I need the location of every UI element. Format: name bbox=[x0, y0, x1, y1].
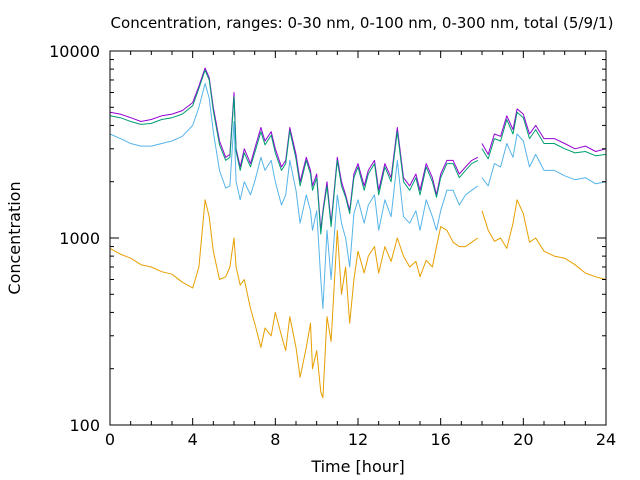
x-axis-title: Time [hour] bbox=[310, 457, 404, 476]
x-tick-label: 24 bbox=[596, 430, 616, 449]
series-line-1 bbox=[109, 67, 607, 231]
x-tick-label: 0 bbox=[105, 430, 115, 449]
chart-title: Concentration, ranges: 0-30 nm, 0-100 nm… bbox=[111, 14, 614, 32]
series-line-2 bbox=[109, 69, 607, 235]
x-tick-label: 12 bbox=[348, 430, 368, 449]
x-tick-label: 8 bbox=[270, 430, 280, 449]
series-line-4 bbox=[109, 199, 607, 399]
series-line-3 bbox=[109, 83, 607, 309]
y-axis-title: Concentration bbox=[5, 181, 24, 294]
ticks-layer: 0 4 8 12 16 20 24 100 1000 10000 bbox=[49, 42, 616, 449]
plot-frame bbox=[109, 50, 607, 426]
y-tick-label: 100 bbox=[69, 416, 100, 435]
y-tick-label: 10000 bbox=[49, 42, 100, 61]
x-tick-label: 20 bbox=[513, 430, 533, 449]
x-tick-label: 4 bbox=[188, 430, 198, 449]
x-tick-label: 16 bbox=[430, 430, 450, 449]
y-tick-label: 1000 bbox=[59, 229, 100, 248]
series-layer bbox=[109, 67, 607, 399]
